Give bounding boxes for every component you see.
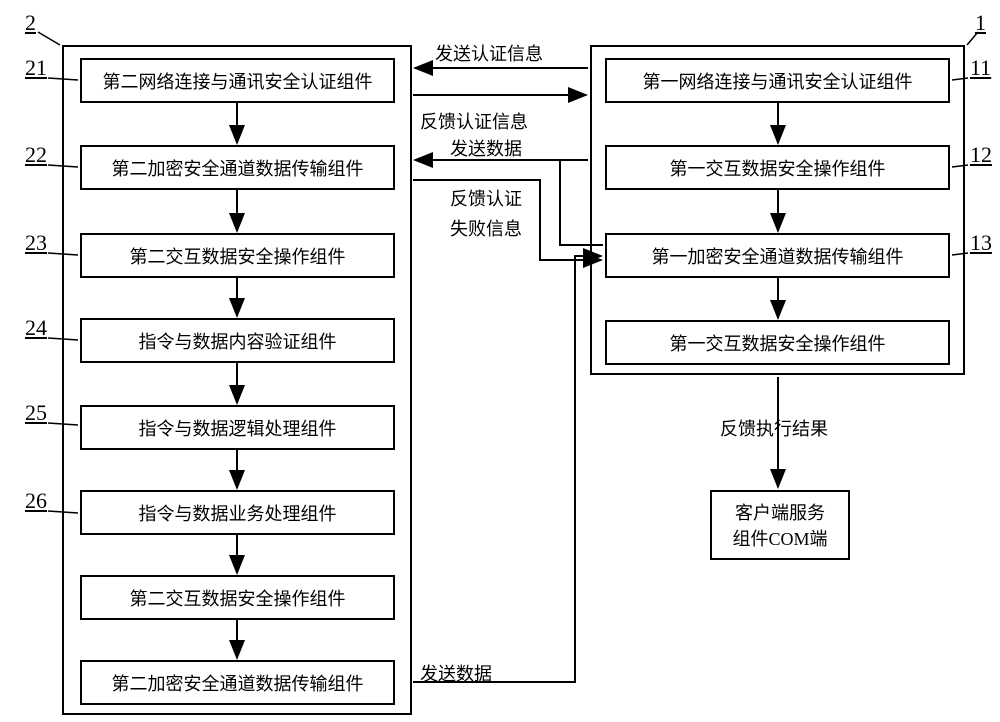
callout-26: 26: [25, 488, 47, 514]
box-23-label: 第二交互数据安全操作组件: [130, 243, 346, 269]
box-28-label: 第二加密安全通道数据传输组件: [112, 670, 364, 696]
label-feedback-fail-2: 失败信息: [450, 215, 522, 241]
callout-13: 13: [970, 230, 992, 256]
box-25: 指令与数据逻辑处理组件: [80, 405, 395, 450]
box-com-label: 客户端服务 组件COM端: [732, 499, 827, 551]
box-12-label: 第一交互数据安全操作组件: [670, 155, 886, 181]
box-25-label: 指令与数据逻辑处理组件: [139, 415, 337, 441]
box-27-label: 第二交互数据安全操作组件: [130, 585, 346, 611]
callout-24: 24: [25, 315, 47, 341]
box-27: 第二交互数据安全操作组件: [80, 575, 395, 620]
box-28: 第二加密安全通道数据传输组件: [80, 660, 395, 705]
box-13: 第一加密安全通道数据传输组件: [605, 233, 950, 278]
callout-1: 1: [975, 10, 986, 36]
label-feedback-auth: 反馈认证信息: [420, 108, 528, 134]
label-send-auth: 发送认证信息: [435, 40, 543, 66]
box-21: 第二网络连接与通讯安全认证组件: [80, 58, 395, 103]
box-14-label: 第一交互数据安全操作组件: [670, 330, 886, 356]
box-26-label: 指令与数据业务处理组件: [139, 500, 337, 526]
box-23: 第二交互数据安全操作组件: [80, 233, 395, 278]
label-send-data-2: 发送数据: [420, 660, 492, 686]
callout-25: 25: [25, 400, 47, 426]
callout-2: 2: [25, 10, 36, 36]
box-14: 第一交互数据安全操作组件: [605, 320, 950, 365]
label-send-data-1: 发送数据: [450, 135, 522, 161]
label-feedback-result: 反馈执行结果: [720, 415, 828, 441]
callout-23: 23: [25, 230, 47, 256]
box-22: 第二加密安全通道数据传输组件: [80, 145, 395, 190]
callout-12: 12: [970, 142, 992, 168]
box-com: 客户端服务 组件COM端: [710, 490, 850, 560]
box-26: 指令与数据业务处理组件: [80, 490, 395, 535]
box-24-label: 指令与数据内容验证组件: [139, 328, 337, 354]
box-11: 第一网络连接与通讯安全认证组件: [605, 58, 950, 103]
callout-21: 21: [25, 55, 47, 81]
callout-22: 22: [25, 142, 47, 168]
callout-11: 11: [970, 55, 991, 81]
box-11-label: 第一网络连接与通讯安全认证组件: [643, 68, 913, 94]
box-12: 第一交互数据安全操作组件: [605, 145, 950, 190]
box-22-label: 第二加密安全通道数据传输组件: [112, 155, 364, 181]
box-24: 指令与数据内容验证组件: [80, 318, 395, 363]
label-feedback-fail-1: 反馈认证: [450, 185, 522, 211]
box-13-label: 第一加密安全通道数据传输组件: [652, 243, 904, 269]
box-21-label: 第二网络连接与通讯安全认证组件: [103, 68, 373, 94]
